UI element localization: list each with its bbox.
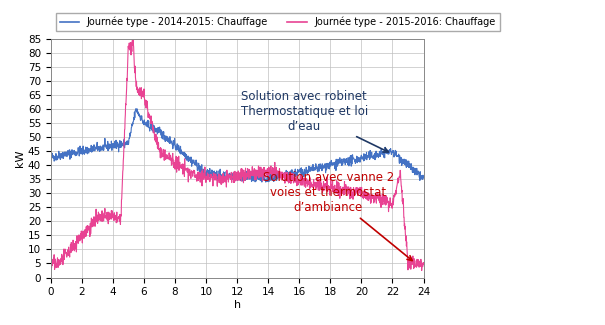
Journée type - 2014-2015: Chauffage: (5.49, 60.2): Chauffage: (5.49, 60.2) bbox=[132, 107, 140, 111]
X-axis label: h: h bbox=[234, 300, 241, 310]
Journée type - 2015-2016: Chauffage: (15.9, 34.7): Chauffage: (15.9, 34.7) bbox=[294, 178, 301, 182]
Journée type - 2014-2015: Chauffage: (21.2, 44.8): Chauffage: (21.2, 44.8) bbox=[376, 150, 384, 154]
Y-axis label: kW: kW bbox=[15, 150, 25, 167]
Journée type - 2014-2015: Chauffage: (4.75, 46.2): Chauffage: (4.75, 46.2) bbox=[121, 146, 128, 150]
Journée type - 2014-2015: Chauffage: (24, 35.6): Chauffage: (24, 35.6) bbox=[420, 176, 427, 180]
Journée type - 2014-2015: Chauffage: (15.9, 38.3): Chauffage: (15.9, 38.3) bbox=[295, 168, 302, 172]
Journée type - 2015-2016: Chauffage: (8.04, 39.6): Chauffage: (8.04, 39.6) bbox=[172, 164, 179, 168]
Journée type - 2015-2016: Chauffage: (23.9, 2.5): Chauffage: (23.9, 2.5) bbox=[418, 268, 425, 272]
Journée type - 2014-2015: Chauffage: (13.8, 34): Chauffage: (13.8, 34) bbox=[262, 180, 269, 184]
Line: Journée type - 2015-2016: Chauffage: Journée type - 2015-2016: Chauffage bbox=[51, 40, 424, 270]
Line: Journée type - 2014-2015: Chauffage: Journée type - 2014-2015: Chauffage bbox=[51, 109, 424, 182]
Journée type - 2014-2015: Chauffage: (5.34, 56.2): Chauffage: (5.34, 56.2) bbox=[130, 118, 137, 122]
Journée type - 2015-2016: Chauffage: (24, 4.78): Chauffage: (24, 4.78) bbox=[420, 262, 427, 266]
Journée type - 2014-2015: Chauffage: (0, 43.4): Chauffage: (0, 43.4) bbox=[47, 154, 54, 158]
Journée type - 2015-2016: Chauffage: (5.3, 84.7): Chauffage: (5.3, 84.7) bbox=[129, 38, 137, 42]
Journée type - 2015-2016: Chauffage: (21.2, 29.5): Chauffage: (21.2, 29.5) bbox=[376, 193, 383, 197]
Text: Solution avec vanne 2
voies et thermostat
d’ambiance: Solution avec vanne 2 voies et thermosta… bbox=[263, 171, 412, 261]
Text: Solution avec robinet
Thermostatique et loi
d’eau: Solution avec robinet Thermostatique et … bbox=[241, 90, 388, 152]
Journée type - 2015-2016: Chauffage: (19, 30.9): Chauffage: (19, 30.9) bbox=[343, 189, 350, 193]
Legend: Journée type - 2014-2015: Chauffage, Journée type - 2015-2016: Chauffage: Journée type - 2014-2015: Chauffage, Jou… bbox=[56, 13, 500, 31]
Journée type - 2015-2016: Chauffage: (5.35, 79.9): Chauffage: (5.35, 79.9) bbox=[130, 51, 137, 55]
Journée type - 2015-2016: Chauffage: (4.75, 52.7): Chauffage: (4.75, 52.7) bbox=[121, 128, 128, 132]
Journée type - 2014-2015: Chauffage: (8.04, 45.5): Chauffage: (8.04, 45.5) bbox=[172, 148, 179, 152]
Journée type - 2015-2016: Chauffage: (0, 5.8): Chauffage: (0, 5.8) bbox=[47, 259, 54, 263]
Journée type - 2014-2015: Chauffage: (19.1, 41.4): Chauffage: (19.1, 41.4) bbox=[343, 159, 350, 163]
